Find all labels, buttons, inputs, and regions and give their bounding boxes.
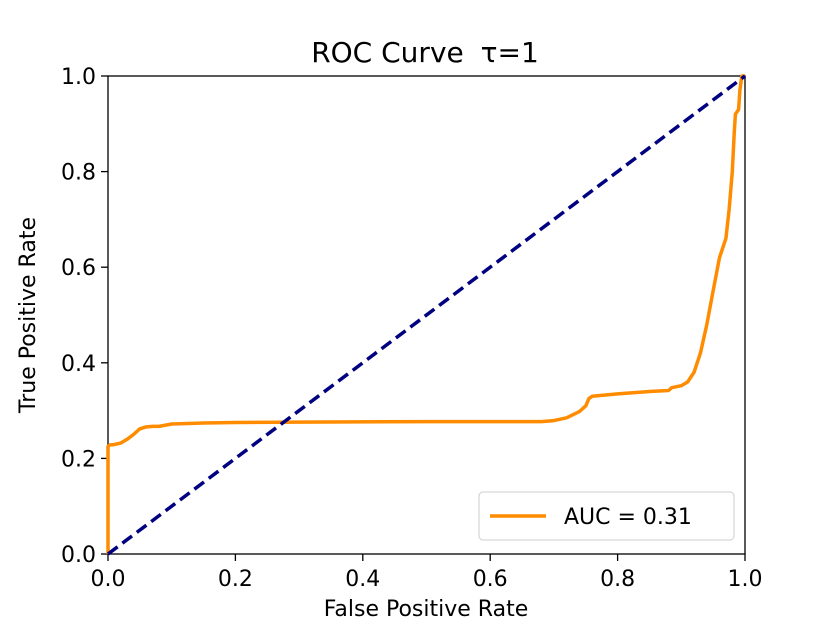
x-tick-label: 0.0: [91, 567, 126, 592]
y-tick-label: 0.6: [61, 256, 96, 281]
y-tick-label: 0.2: [61, 447, 96, 472]
x-tick-label: 0.4: [345, 567, 380, 592]
legend: AUC = 0.31: [478, 491, 735, 541]
series-layer: [106, 74, 747, 556]
y-axis-ticks: 0.0 0.2 0.4 0.6 0.8 1.0: [61, 65, 108, 568]
chance-diagonal-line: [106, 74, 747, 556]
y-tick-label: 0.8: [61, 161, 96, 186]
plot-area-frame: [107, 75, 746, 555]
x-tick-label: 1.0: [728, 567, 763, 592]
x-tick-label: 0.8: [600, 567, 635, 592]
chart-title-text: ROC Curve: [311, 36, 464, 69]
roc-curve-line: [106, 74, 745, 554]
y-tick-label: 1.0: [61, 65, 96, 90]
y-axis-label: True Positive Rate: [16, 217, 41, 414]
x-axis-ticks: 0.0 0.2 0.4 0.6 0.8 1.0: [91, 554, 763, 592]
legend-label: AUC = 0.31: [564, 505, 692, 530]
legend-box: [478, 491, 735, 541]
x-axis-label: False Positive Rate: [324, 597, 528, 622]
chart-title-symbol: τ=1: [481, 36, 539, 69]
x-tick-label: 0.2: [218, 567, 253, 592]
y-tick-label: 0.0: [61, 543, 96, 568]
chart-title: ROC Curve τ=1: [311, 36, 539, 69]
y-tick-label: 0.4: [61, 352, 96, 377]
x-tick-label: 0.6: [473, 567, 508, 592]
